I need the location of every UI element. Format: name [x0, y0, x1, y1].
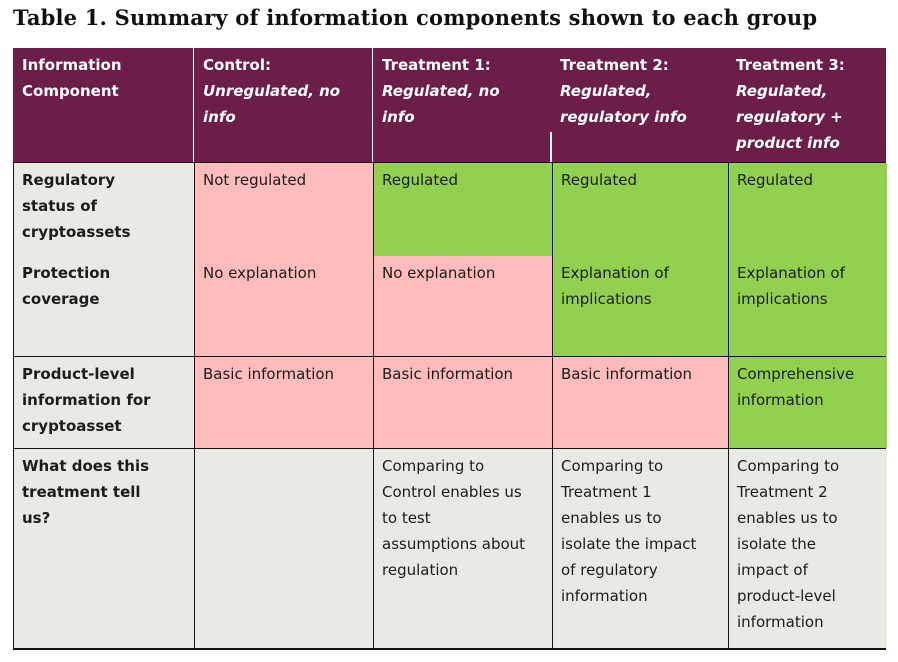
cell-treatment2-takeaway: Comparing to Treatment 1 enables us to i…	[552, 449, 728, 648]
cell-text: Basic information	[203, 365, 335, 383]
row-label-text: Regulatory status of cryptoassets	[22, 171, 131, 241]
cell-treatment2-protection-coverage: Explanation of implications	[552, 256, 728, 356]
cell-treatment3-product-level-info: Comprehensive information	[728, 357, 887, 448]
cell-text: Basic information	[382, 365, 514, 383]
header-desc: Unregulated, no info	[203, 82, 341, 126]
cell-text: Comparing to Control enables us to test …	[382, 457, 526, 579]
header-desc: Regulated, no info	[382, 82, 500, 126]
cell-control-protection-coverage: No explanation	[194, 256, 373, 356]
row-label-protection-coverage: Protection coverage	[14, 256, 194, 356]
header-cell-treatment-3: Treatment 3: Regulated, regulatory + pro…	[727, 48, 886, 162]
cell-text: Regulated	[561, 171, 637, 189]
cell-text: No explanation	[203, 264, 317, 282]
table-row-regulatory-status: Regulatory status of cryptoassets Not re…	[13, 163, 887, 256]
cell-text: Regulated	[737, 171, 813, 189]
row-label-text: Product-level information for cryptoasse…	[22, 365, 151, 435]
cell-text: Explanation of implications	[737, 264, 845, 308]
cell-text: No explanation	[382, 264, 496, 282]
header-label: Treatment 3:	[736, 56, 845, 74]
cell-text: Regulated	[382, 171, 458, 189]
cell-text: Not regulated	[203, 171, 307, 189]
cell-text: Comparing to Treatment 1 enables us to i…	[561, 457, 697, 605]
table-header-row: Information Component Control: Unregulat…	[13, 48, 886, 163]
header-cell-information-component: Information Component	[13, 48, 193, 162]
cell-control-takeaway	[194, 449, 373, 648]
header-label: Treatment 2:	[560, 56, 669, 74]
cell-text: Explanation of implications	[561, 264, 669, 308]
cell-treatment2-product-level-info: Basic information	[552, 357, 728, 448]
cell-treatment3-regulatory-status: Regulated	[728, 163, 887, 256]
header-cell-control: Control: Unregulated, no info	[193, 48, 372, 162]
header-desc: Regulated, regulatory + product info	[736, 82, 843, 152]
cell-treatment3-takeaway: Comparing to Treatment 2 enables us to i…	[728, 449, 887, 648]
row-label-product-level-info: Product-level information for cryptoasse…	[14, 357, 194, 448]
header-cell-treatment-1: Treatment 1: Regulated, no info	[372, 48, 551, 162]
row-label-text: Protection coverage	[22, 264, 111, 308]
cell-treatment1-product-level-info: Basic information	[373, 357, 552, 448]
cell-control-regulatory-status: Not regulated	[194, 163, 373, 256]
table-row-protection-coverage: Protection coverage No explanation No ex…	[13, 256, 887, 356]
cell-control-product-level-info: Basic information	[194, 357, 373, 448]
header-desc: Regulated, regulatory info	[560, 82, 687, 126]
header-partial-divider	[550, 132, 552, 162]
table-row-takeaway: What does this treatment tell us? Compar…	[13, 448, 887, 648]
header-label: Control:	[203, 56, 272, 74]
cell-treatment1-protection-coverage: No explanation	[373, 256, 552, 356]
row-label-regulatory-status: Regulatory status of cryptoassets	[14, 163, 194, 256]
cell-text: Comprehensive information	[737, 365, 855, 409]
cell-text: Comparing to Treatment 2 enables us to i…	[737, 457, 840, 631]
summary-table: Information Component Control: Unregulat…	[13, 48, 887, 650]
table-row-product-level-info: Product-level information for cryptoasse…	[13, 356, 887, 448]
header-cell-treatment-2: Treatment 2: Regulated, regulatory info	[551, 48, 727, 162]
row-label-takeaway: What does this treatment tell us?	[14, 449, 194, 648]
cell-treatment1-regulatory-status: Regulated	[373, 163, 552, 256]
row-label-text: What does this treatment tell us?	[22, 457, 150, 527]
header-label: Information Component	[22, 56, 122, 100]
cell-treatment2-regulatory-status: Regulated	[552, 163, 728, 256]
cell-treatment3-protection-coverage: Explanation of implications	[728, 256, 887, 356]
header-label: Treatment 1:	[382, 56, 491, 74]
cell-text: Basic information	[561, 365, 693, 383]
table-title: Table 1. Summary of information componen…	[13, 5, 818, 30]
cell-treatment1-takeaway: Comparing to Control enables us to test …	[373, 449, 552, 648]
